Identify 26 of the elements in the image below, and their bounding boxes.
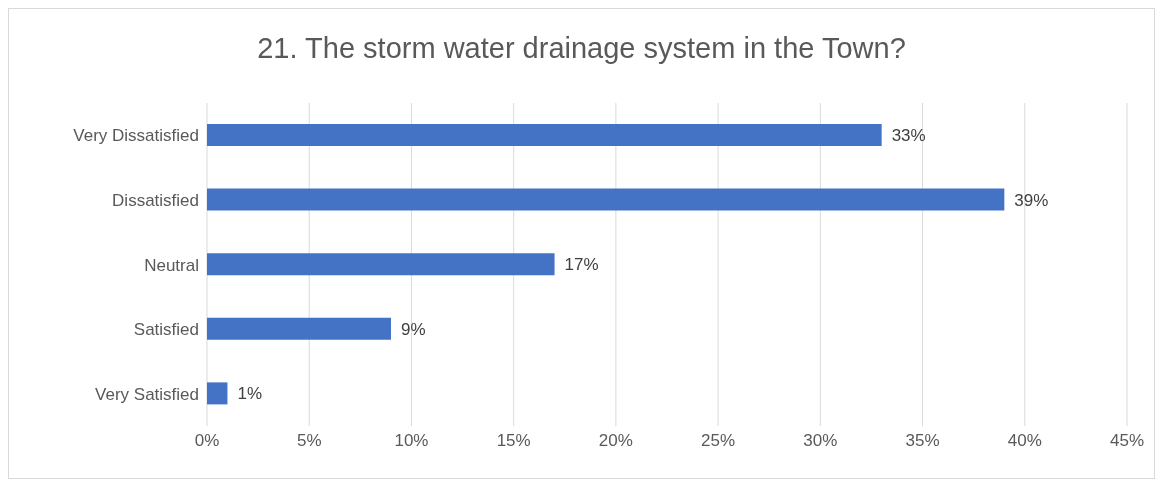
x-tick-label: 30%	[803, 431, 838, 451]
x-tick-label: 20%	[598, 431, 633, 451]
x-tick-label: 0%	[194, 431, 220, 451]
bar	[207, 124, 882, 146]
y-tick-label: Dissatisfied	[112, 190, 199, 210]
data-label: 17%	[564, 255, 599, 275]
y-tick-label: Neutral	[144, 255, 199, 275]
x-tick-label: 35%	[905, 431, 940, 451]
x-tick-label: 10%	[394, 431, 429, 451]
x-tick-label: 45%	[1109, 431, 1145, 451]
data-label: 9%	[401, 319, 426, 339]
data-label: 39%	[1014, 190, 1049, 210]
y-tick-label: Very Dissatisfied	[73, 126, 199, 146]
x-tick-label: 40%	[1007, 431, 1042, 451]
x-tick-label: 5%	[296, 431, 322, 451]
bar	[207, 317, 391, 340]
y-tick-label: Satisfied	[133, 320, 199, 340]
x-tick-label: 25%	[701, 431, 736, 451]
y-tick-label: Very Satisfied	[95, 384, 199, 404]
chart-title: 21. The storm water drainage system in the Town?	[256, 31, 907, 66]
data-label: 1%	[237, 384, 263, 404]
data-label: 33%	[891, 126, 926, 146]
bar	[207, 188, 1005, 211]
bar	[207, 253, 555, 276]
x-tick-label: 15%	[496, 431, 531, 451]
bar	[207, 382, 228, 405]
